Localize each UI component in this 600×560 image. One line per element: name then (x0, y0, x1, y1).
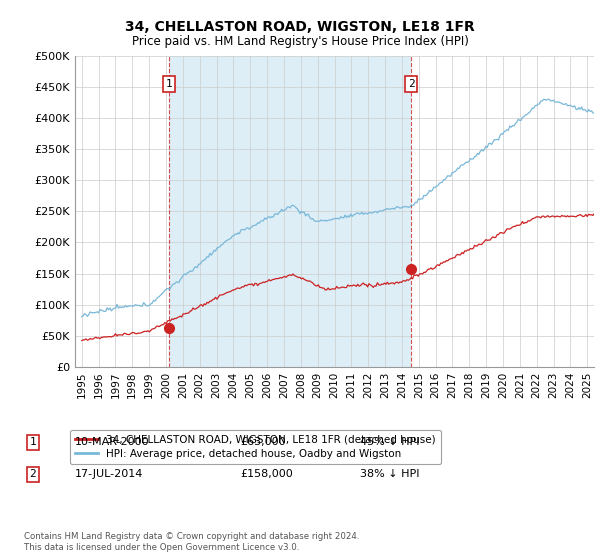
Text: 2: 2 (407, 79, 415, 89)
Text: Contains HM Land Registry data © Crown copyright and database right 2024.
This d: Contains HM Land Registry data © Crown c… (24, 532, 359, 552)
Text: 2: 2 (29, 469, 37, 479)
Text: 38% ↓ HPI: 38% ↓ HPI (360, 469, 419, 479)
Text: £63,000: £63,000 (240, 437, 286, 447)
Text: 1: 1 (166, 79, 173, 89)
Text: 17-JUL-2014: 17-JUL-2014 (75, 469, 143, 479)
Text: 10-MAR-2000: 10-MAR-2000 (75, 437, 149, 447)
Text: 1: 1 (29, 437, 37, 447)
Text: £158,000: £158,000 (240, 469, 293, 479)
Legend: 34, CHELLASTON ROAD, WIGSTON, LE18 1FR (detached house), HPI: Average price, det: 34, CHELLASTON ROAD, WIGSTON, LE18 1FR (… (70, 430, 441, 464)
Text: Price paid vs. HM Land Registry's House Price Index (HPI): Price paid vs. HM Land Registry's House … (131, 35, 469, 48)
Text: 34, CHELLASTON ROAD, WIGSTON, LE18 1FR: 34, CHELLASTON ROAD, WIGSTON, LE18 1FR (125, 20, 475, 34)
Text: 45% ↓ HPI: 45% ↓ HPI (360, 437, 419, 447)
Bar (169, 56, 411, 367)
